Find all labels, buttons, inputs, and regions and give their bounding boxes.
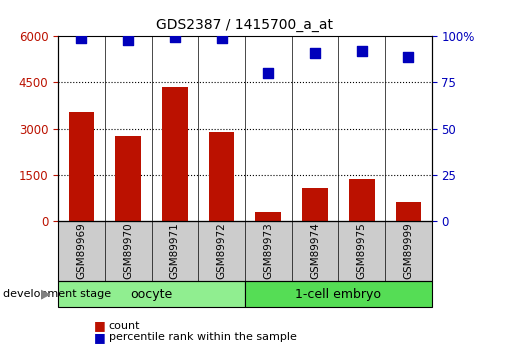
- Point: [264, 70, 272, 76]
- Point: [171, 34, 179, 39]
- Bar: [69, 111, 94, 221]
- Point: [218, 35, 226, 41]
- Text: GSM89970: GSM89970: [123, 223, 133, 279]
- Bar: [256, 212, 281, 221]
- Text: ■: ■: [93, 319, 105, 333]
- Bar: [209, 131, 234, 221]
- Point: [77, 35, 85, 41]
- Point: [405, 54, 413, 59]
- Text: ▶: ▶: [40, 288, 50, 300]
- Text: GSM89999: GSM89999: [403, 223, 414, 279]
- Text: count: count: [109, 321, 140, 331]
- Bar: [302, 188, 328, 221]
- Text: ■: ■: [93, 331, 105, 344]
- Text: oocyte: oocyte: [130, 288, 173, 300]
- Point: [124, 37, 132, 43]
- Text: GSM89973: GSM89973: [263, 223, 273, 279]
- Text: GSM89969: GSM89969: [76, 223, 86, 279]
- Text: GSM89975: GSM89975: [357, 223, 367, 279]
- Bar: [162, 87, 188, 221]
- Text: GSM89972: GSM89972: [217, 223, 227, 279]
- Bar: [395, 202, 421, 221]
- Bar: [349, 179, 375, 221]
- Text: 1-cell embryo: 1-cell embryo: [295, 288, 381, 300]
- Title: GDS2387 / 1415700_a_at: GDS2387 / 1415700_a_at: [157, 18, 333, 32]
- Bar: [115, 136, 141, 221]
- Point: [358, 48, 366, 54]
- Text: percentile rank within the sample: percentile rank within the sample: [109, 333, 296, 342]
- Text: GSM89971: GSM89971: [170, 223, 180, 279]
- Text: GSM89974: GSM89974: [310, 223, 320, 279]
- Text: development stage: development stage: [3, 289, 111, 299]
- Point: [311, 50, 319, 56]
